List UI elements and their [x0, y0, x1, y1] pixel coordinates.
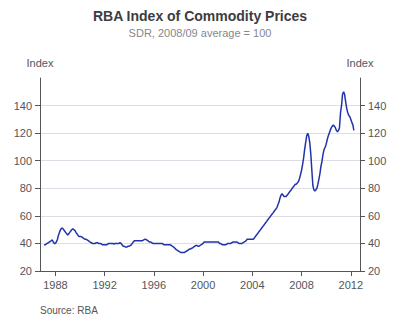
- svg-text:140: 140: [14, 100, 32, 112]
- svg-text:Index: Index: [347, 57, 374, 69]
- svg-text:120: 120: [14, 127, 32, 139]
- svg-text:2004: 2004: [240, 279, 264, 291]
- svg-text:20: 20: [20, 265, 32, 277]
- svg-text:1996: 1996: [142, 279, 166, 291]
- svg-text:Index: Index: [27, 57, 54, 69]
- svg-text:40: 40: [368, 237, 380, 249]
- svg-text:2000: 2000: [191, 279, 215, 291]
- svg-text:1988: 1988: [43, 279, 67, 291]
- svg-text:Source: RBA: Source: RBA: [40, 305, 98, 316]
- svg-text:2012: 2012: [339, 279, 363, 291]
- svg-text:20: 20: [368, 265, 380, 277]
- svg-text:100: 100: [14, 155, 32, 167]
- svg-text:100: 100: [368, 155, 386, 167]
- svg-text:80: 80: [20, 182, 32, 194]
- svg-text:140: 140: [368, 100, 386, 112]
- svg-text:80: 80: [368, 182, 380, 194]
- svg-text:60: 60: [20, 210, 32, 222]
- svg-text:120: 120: [368, 127, 386, 139]
- svg-text:2008: 2008: [289, 279, 313, 291]
- svg-text:60: 60: [368, 210, 380, 222]
- svg-text:RBA Index of Commodity Prices: RBA Index of Commodity Prices: [93, 8, 307, 24]
- svg-text:1992: 1992: [92, 279, 116, 291]
- svg-text:SDR, 2008/09 average = 100: SDR, 2008/09 average = 100: [129, 27, 272, 39]
- svg-text:40: 40: [20, 237, 32, 249]
